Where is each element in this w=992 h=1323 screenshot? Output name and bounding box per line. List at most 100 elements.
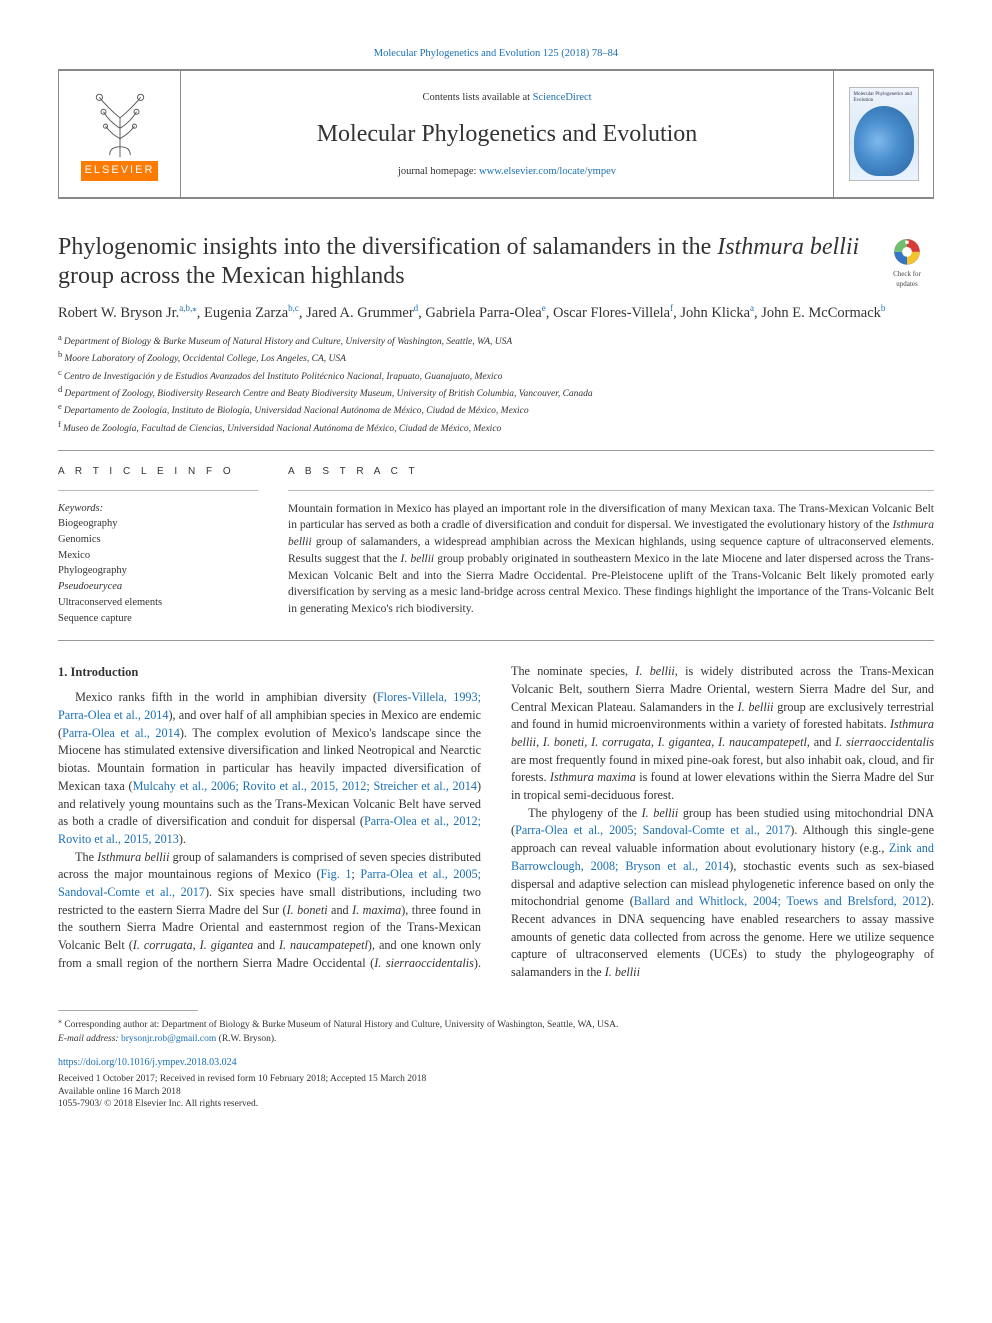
p4it2: I. bellii — [605, 965, 640, 979]
corr-author-star[interactable]: ⁎ — [192, 303, 197, 313]
author-affil-sup: f — [670, 303, 673, 313]
author-affil-sup: a — [750, 303, 754, 313]
p3it6: I. corrugata — [591, 735, 651, 749]
author-affil-sup: b,c — [288, 303, 299, 313]
check-badge-l1: Check for — [893, 270, 921, 278]
p2it3: I. maxima — [352, 903, 401, 917]
author-list: Robert W. Bryson Jr.a,b,⁎, Eugenia Zarza… — [58, 302, 934, 324]
cover-image-icon — [854, 106, 914, 176]
journal-homepage-line: journal homepage: www.elsevier.com/locat… — [181, 164, 833, 179]
journal-cover-cell: Molecular Phylogenetics and Evolution — [833, 71, 933, 197]
affil-ref-link[interactable]: a — [179, 303, 183, 313]
author-affil-sup: d — [414, 303, 419, 313]
affil-text: Moore Laboratory of Zoology, Occidental … — [64, 354, 346, 364]
abs-a: Mountain formation in Mexico has played … — [288, 503, 934, 532]
issue-reference-link[interactable]: Molecular Phylogenetics and Evolution 12… — [374, 48, 618, 59]
keyword: Genomics — [58, 532, 258, 548]
p1-link3[interactable]: Mulcahy et al., 2006; Rovito et al., 201… — [133, 779, 477, 793]
article-body: 1. Introduction Mexico ranks fifth in th… — [58, 663, 934, 981]
section-1-heading: 1. Introduction — [58, 663, 481, 681]
title-part1: Phylogenomic insights into the diversifi… — [58, 234, 717, 260]
keywords-list: BiogeographyGenomicsMexicoPhylogeography… — [58, 516, 258, 626]
author: Jared A. Grummer — [306, 305, 414, 321]
p3it2: I. bellii — [635, 664, 674, 678]
rule-ai — [58, 490, 258, 491]
p3it9: I. sierraoccidentalis — [835, 735, 934, 749]
contents-line: Contents lists available at ScienceDirec… — [181, 90, 833, 105]
email-suffix: (R.W. Bryson). — [216, 1034, 276, 1044]
email-label: E-mail address: — [58, 1034, 121, 1044]
p4a: The phylogeny of the — [528, 806, 642, 820]
affil-ref-link[interactable]: b — [288, 303, 293, 313]
affil-ref-link[interactable]: d — [414, 303, 419, 313]
p3e: , — [536, 735, 543, 749]
keyword: Ultraconserved elements — [58, 595, 258, 611]
rule-above-info — [58, 450, 934, 451]
paragraph-4: The phylogeny of the I. bellii group has… — [511, 805, 934, 982]
affil-ref-link[interactable]: f — [670, 303, 673, 313]
abstract-text: Mountain formation in Mexico has played … — [288, 501, 934, 618]
affiliation: c Centro de Investigación y de Estudios … — [58, 367, 934, 384]
p2-link1[interactable]: Fig. 1 — [321, 867, 352, 881]
title-part2: group across the Mexican highlands — [58, 263, 405, 289]
issue-reference-bar: Molecular Phylogenetics and Evolution 12… — [58, 46, 934, 61]
footnotes: ⁎ Corresponding author at: Department of… — [58, 1015, 934, 1047]
p3g: , — [651, 735, 658, 749]
affil-ref-link[interactable]: c — [295, 303, 299, 313]
corr-email-link[interactable]: brysonjr.rob@gmail.com — [121, 1034, 216, 1044]
p2it4: I. corrugata — [133, 938, 193, 952]
title-italic: Isthmura bellii — [717, 234, 859, 260]
article-history: Received 1 October 2017; Received in rev… — [58, 1073, 934, 1111]
p4-link3[interactable]: Ballard and Whitlock, 2004; Toews and Br… — [634, 894, 927, 908]
abstract-header: A B S T R A C T — [288, 465, 934, 480]
check-badge-l2: updates — [896, 280, 917, 288]
p3a: Occidental ( — [313, 956, 374, 970]
affil-ref-link[interactable]: b — [186, 303, 191, 313]
p4-link1[interactable]: Parra-Olea et al., 2005; Sandoval-Comte … — [515, 823, 790, 837]
p1-link2[interactable]: Parra-Olea et al., 2014 — [62, 726, 180, 740]
history-received: Received 1 October 2017; Received in rev… — [58, 1073, 934, 1086]
sciencedirect-link[interactable]: ScienceDirect — [533, 92, 592, 103]
contents-prefix: Contents lists available at — [422, 92, 532, 103]
check-updates-badge[interactable]: Check for updates — [880, 235, 934, 289]
keyword: Biogeography — [58, 516, 258, 532]
cover-title: Molecular Phylogenetics and Evolution — [854, 92, 914, 103]
p3i: , and — [807, 735, 835, 749]
p3it8: I. naucampatepetl — [718, 735, 807, 749]
affiliation: d Department of Zoology, Biodiversity Re… — [58, 384, 934, 401]
publisher-name: ELSEVIER — [81, 161, 159, 181]
p2it5: I. gigantea — [200, 938, 254, 952]
journal-banner: ELSEVIER Contents lists available at Sci… — [58, 69, 934, 199]
p2it2: I. boneti — [287, 903, 328, 917]
abs-it2: I. bellii — [401, 553, 435, 565]
p1e: ). — [179, 832, 186, 846]
keyword-italic: Pseudoeurycea — [58, 579, 258, 595]
elsevier-tree-icon — [87, 88, 153, 158]
author: Oscar Flores-Villela — [553, 305, 670, 321]
affil-text: Departamento de Zoología, Instituto de B… — [64, 407, 529, 417]
affil-ref-link[interactable]: e — [542, 303, 546, 313]
p3it5: I. boneti — [543, 735, 584, 749]
p4it1: I. bellii — [642, 806, 679, 820]
homepage-prefix: journal homepage: — [398, 166, 479, 177]
affil-text: Department of Zoology, Biodiversity Rese… — [64, 389, 592, 399]
affil-ref-link[interactable]: b — [881, 303, 886, 313]
journal-cover-thumb: Molecular Phylogenetics and Evolution — [849, 87, 919, 181]
keywords-label: Keywords: — [58, 501, 258, 516]
p3it1: I. sierraoccidentalis — [374, 956, 474, 970]
author: Robert W. Bryson Jr. — [58, 305, 179, 321]
affiliation: a Department of Biology & Burke Museum o… — [58, 332, 934, 349]
p3it10: Isthmura maxima — [550, 770, 636, 784]
p2c: ; — [351, 867, 360, 881]
p1a: Mexico ranks fifth in the world in amphi… — [75, 690, 377, 704]
affil-ref-link[interactable]: a — [750, 303, 754, 313]
author-affil-sup: e — [542, 303, 546, 313]
keyword: Phylogeography — [58, 563, 258, 579]
doi-link[interactable]: https://doi.org/10.1016/j.ympev.2018.03.… — [58, 1057, 237, 1068]
rule-abs — [288, 490, 934, 491]
author: Gabriela Parra-Olea — [425, 305, 541, 321]
journal-homepage-link[interactable]: www.elsevier.com/locate/ympev — [479, 166, 616, 177]
p2it1: Isthmura bellii — [97, 850, 169, 864]
affil-text: Museo de Zoología, Facultad de Ciencias,… — [63, 424, 501, 434]
affiliation: f Museo de Zoología, Facultad de Ciencia… — [58, 419, 934, 436]
